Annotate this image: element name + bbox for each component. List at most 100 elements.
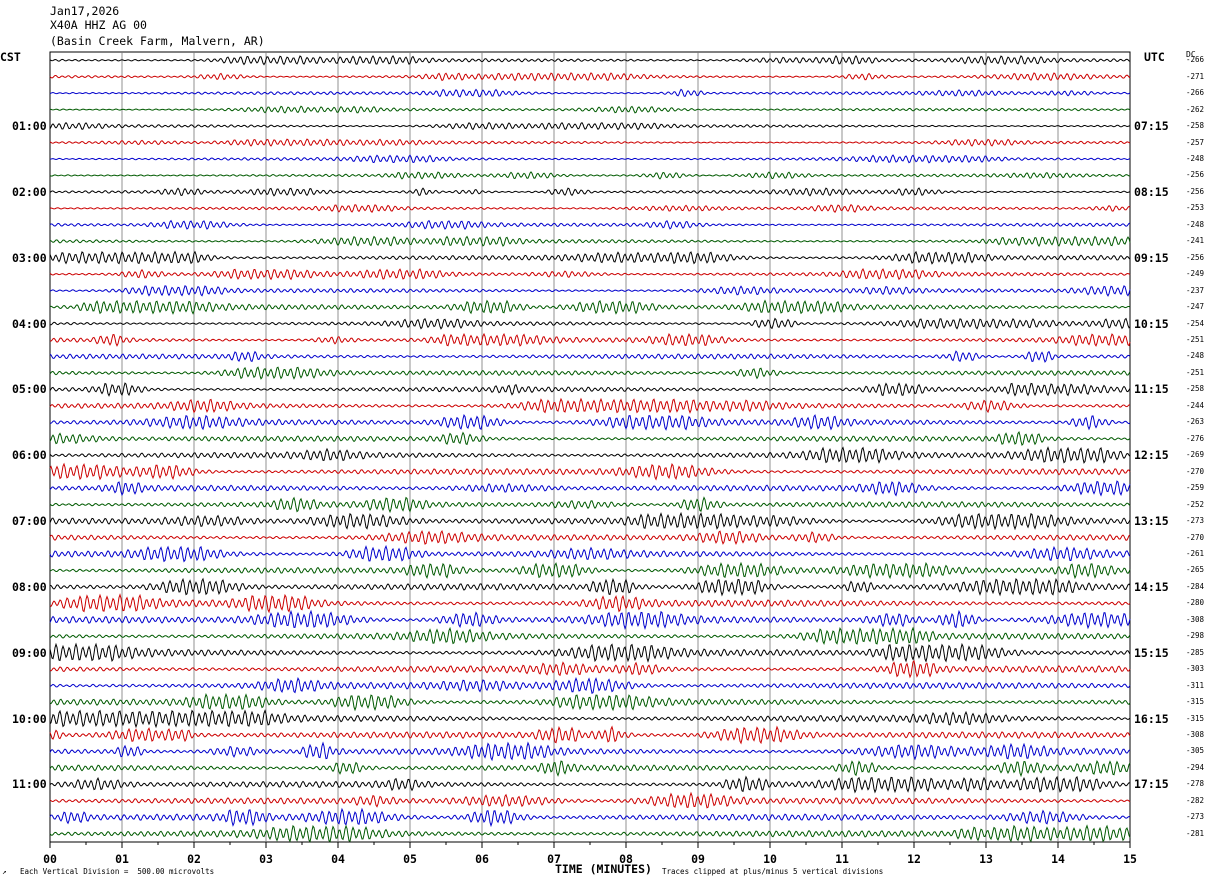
x-tick-label: 06	[475, 852, 489, 866]
trace-row-0	[49, 54, 1131, 66]
trace-row-5	[49, 138, 1131, 147]
right-hour-label: 17:15	[1134, 777, 1169, 792]
dc-offset-label: -256	[1186, 186, 1205, 196]
trace-row-20	[49, 382, 1131, 397]
dc-offset-label: -262	[1186, 104, 1205, 114]
dc-offset-label: -269	[1186, 450, 1205, 460]
dc-offset-label: -251	[1186, 367, 1205, 377]
trace-row-6	[49, 154, 1131, 164]
x-tick-label: 11	[835, 852, 849, 866]
trace-row-46	[49, 807, 1131, 828]
trace-row-26	[49, 480, 1131, 497]
dc-offset-label: -284	[1186, 581, 1205, 591]
x-tick-label: 12	[907, 852, 921, 866]
dc-offset-label: -315	[1186, 697, 1205, 707]
dc-offset-label: -305	[1186, 746, 1205, 756]
trace-row-19	[49, 366, 1131, 380]
dc-offset-label: -281	[1186, 828, 1205, 838]
dc-offset-label: -248	[1186, 153, 1205, 163]
dc-offset-label: -315	[1186, 713, 1205, 723]
trace-row-22	[49, 413, 1131, 431]
trace-row-41	[49, 725, 1131, 745]
x-tick-label: 07	[547, 852, 561, 866]
right-timezone-label: UTC	[1144, 50, 1165, 64]
trace-row-10	[49, 219, 1131, 231]
trace-row-12	[49, 250, 1131, 265]
trace-row-2	[49, 88, 1131, 98]
dc-label: DC	[1186, 50, 1196, 59]
trace-row-32	[49, 577, 1131, 597]
right-hour-label: 14:15	[1134, 579, 1169, 594]
dc-offset-label: -241	[1186, 236, 1205, 246]
dc-offset-label: -251	[1186, 335, 1205, 345]
trace-row-11	[49, 235, 1131, 247]
left-hour-label: 11:00	[12, 777, 47, 792]
dc-offset-label: -237	[1186, 285, 1205, 295]
right-hour-label: 15:15	[1134, 645, 1169, 660]
dc-offset-label: -270	[1186, 532, 1205, 542]
dc-offset-label: -311	[1186, 680, 1205, 690]
left-hour-label: 04:00	[12, 316, 47, 331]
dc-offset-label: -276	[1186, 433, 1205, 443]
trace-row-43	[49, 760, 1131, 778]
dc-offset-label: -266	[1186, 55, 1205, 65]
trace-row-47	[49, 824, 1131, 843]
left-hour-label: 08:00	[12, 579, 47, 594]
header-station: X40A HHZ AG 00	[50, 18, 147, 32]
right-hour-label: 16:15	[1134, 711, 1169, 726]
trace-row-42	[49, 741, 1131, 762]
dc-offset-label: -271	[1186, 71, 1205, 81]
trace-row-14	[49, 285, 1131, 297]
x-tick-label: 09	[691, 852, 705, 866]
trace-row-18	[49, 350, 1131, 363]
trace-row-3	[49, 105, 1131, 114]
left-hour-label: 01:00	[12, 119, 47, 134]
x-tick-label: 13	[979, 852, 993, 866]
trace-row-27	[49, 496, 1131, 514]
x-axis-label: TIME (MINUTES)	[555, 862, 652, 876]
trace-row-21	[49, 397, 1131, 414]
footer-clip: Traces clipped at plus/minus 5 vertical …	[662, 867, 884, 876]
dc-offset-label: -258	[1186, 384, 1205, 394]
right-hour-label: 09:15	[1134, 250, 1169, 265]
x-tick-label: 14	[1051, 852, 1065, 866]
dc-offset-label: -254	[1186, 318, 1205, 328]
trace-row-1	[49, 72, 1131, 82]
trace-row-39	[49, 692, 1131, 712]
dc-offset-label: -244	[1186, 400, 1205, 410]
dc-offset-label: -308	[1186, 730, 1205, 740]
dc-offset-label: -273	[1186, 516, 1205, 526]
dc-offset-label: -261	[1186, 548, 1205, 558]
trace-row-17	[49, 332, 1131, 347]
trace-row-37	[49, 659, 1131, 679]
left-timezone-label: CST	[0, 50, 21, 64]
x-tick-label: 15	[1123, 852, 1137, 866]
trace-row-15	[49, 299, 1131, 315]
dc-offset-label: -263	[1186, 417, 1205, 427]
trace-row-38	[49, 677, 1131, 694]
trace-row-9	[49, 203, 1131, 214]
header-location: (Basin Creek Farm, Malvern, AR)	[50, 34, 265, 48]
trace-row-29	[49, 529, 1131, 545]
right-hour-label: 11:15	[1134, 382, 1169, 397]
dc-offset-label: -249	[1186, 269, 1205, 279]
dc-offset-label: -248	[1186, 219, 1205, 229]
left-hour-label: 07:00	[12, 514, 47, 529]
trace-row-36	[49, 642, 1131, 663]
left-hour-label: 10:00	[12, 711, 47, 726]
footer-marker: ↗	[2, 867, 7, 876]
plot-frame	[49, 51, 1131, 843]
trace-row-23	[49, 431, 1131, 447]
x-tick-label: 04	[331, 852, 345, 866]
dc-offset-label: -273	[1186, 812, 1205, 822]
trace-row-35	[49, 626, 1131, 646]
trace-row-40	[49, 709, 1131, 729]
trace-row-4	[49, 121, 1131, 131]
dc-offset-label: -248	[1186, 351, 1205, 361]
dc-offset-label: -252	[1186, 499, 1205, 509]
trace-row-13	[49, 268, 1131, 281]
dc-offset-label: -285	[1186, 647, 1205, 657]
trace-row-45	[49, 791, 1131, 809]
dc-offset-label: -256	[1186, 170, 1205, 180]
